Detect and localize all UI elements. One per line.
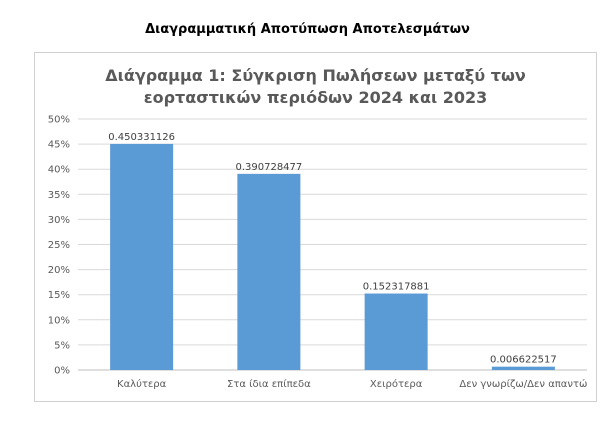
data-label: 0.152317881 (363, 282, 430, 293)
chart-title-line-2: εορταστικών περιόδων 2024 και 2023 (143, 88, 488, 107)
data-label: 0.390728477 (235, 162, 302, 173)
bar-chart: 0% 5% 10% 15% 20% 25% 30% 35% 40% 45% 50% 0.4503311… (48, 115, 588, 391)
document-heading: Διαγραμματική Αποτύπωση Αποτελεσμάτων (145, 22, 470, 37)
chart-frame: Διάγραμμα 1: Σύγκριση Πωλήσεων μεταξύ τω… (34, 52, 597, 402)
y-tick-label: 35% (48, 190, 70, 201)
chart-title: Διάγραμμα 1: Σύγκριση Πωλήσεων μεταξύ τω… (35, 65, 596, 109)
y-tick-label: 30% (48, 215, 70, 226)
y-tick-label: 10% (48, 315, 70, 326)
bar (491, 366, 555, 370)
y-tick-label: 5% (54, 340, 70, 351)
category-label: Στα ίδια επίπεδα (227, 378, 311, 390)
y-tick-label: 20% (48, 265, 70, 276)
category-label: Δεν γνωρίζω/Δεν απαντώ (459, 378, 587, 390)
data-label: 0.006622517 (490, 355, 557, 366)
bar (110, 143, 174, 370)
y-tick-label: 50% (48, 115, 70, 126)
category-label: Καλύτερα (117, 378, 167, 390)
y-tick-label: 25% (48, 240, 70, 251)
y-tick-label: 15% (48, 290, 70, 301)
bar (364, 293, 428, 370)
chart-title-line-1: Διάγραμμα 1: Σύγκριση Πωλήσεων μεταξύ τω… (105, 66, 526, 85)
category-label: Χειρότερα (370, 378, 423, 390)
y-tick-label: 40% (48, 165, 70, 176)
bar (237, 173, 301, 370)
y-tick-label: 0% (54, 366, 70, 377)
y-tick-label: 45% (48, 140, 70, 151)
data-label: 0.450331126 (108, 132, 175, 143)
